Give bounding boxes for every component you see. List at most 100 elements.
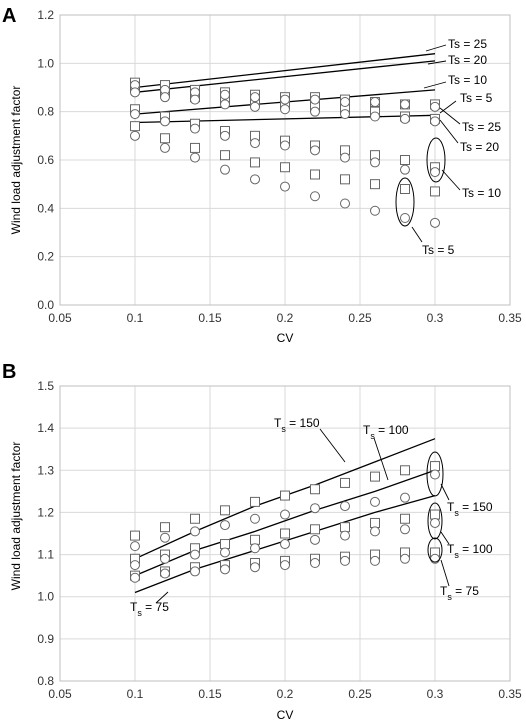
panel-b-square-ts-150 (280, 490, 290, 501)
leader-line (440, 483, 450, 501)
panel-a-y-tick: 1.2 (37, 8, 54, 22)
panel-b-circle-ts-75 (340, 555, 350, 566)
panel-a-circle-ts-10 (400, 164, 410, 175)
panel-a-circle-ts-10 (310, 145, 320, 156)
annotation-label: Ts = 75 (130, 600, 169, 618)
panel-a-square-ts-5 (130, 121, 140, 132)
panel-b-circle-ts-100 (370, 526, 380, 537)
panel-a-circle-ts-20 (280, 104, 290, 115)
panel-a-circle-ts-5 (370, 205, 380, 216)
panel-b-square-ts-150 (340, 477, 350, 488)
panel-a-circle-ts-10 (160, 116, 170, 127)
annotation-label: Ts = 5 (422, 243, 455, 257)
panel-b-circle-ts-75 (400, 553, 410, 564)
panel-a-circle-ts-20 (370, 111, 380, 122)
panel-a-circle-ts-25 (250, 92, 260, 103)
panel-b-square-ts-150 (250, 496, 260, 507)
panel-b-circle-ts-75 (310, 558, 320, 568)
panel-b-y-tick: 1.3 (37, 463, 54, 477)
panel-b-square-ts-100 (370, 517, 380, 528)
panel-b-square-ts-100 (250, 534, 260, 545)
panel-b-square-ts-150 (220, 505, 230, 516)
panel-a-circle-ts-10 (340, 152, 350, 163)
subscript-s: s (454, 550, 459, 560)
panel-a-circle-ts-20 (160, 92, 170, 103)
annotation-value: 100 (389, 423, 409, 437)
annotation-label: Ts = 25 (462, 120, 501, 134)
panel-b-circle-ts-100 (400, 524, 410, 535)
panel-b-circle-ts-100 (310, 534, 320, 545)
panel-a-circle-ts-20 (430, 116, 440, 127)
panel-a-circle-ts-5 (250, 174, 260, 185)
panel-b-circle-ts-100 (280, 539, 290, 550)
annotation-label: Ts = 150 (274, 416, 320, 434)
panel-a-circle-ts-5 (400, 213, 410, 223)
panel-b-square-ts-100 (220, 539, 230, 550)
leader-line (441, 169, 461, 191)
panel-a-y-tick: 0.2 (37, 250, 54, 264)
annotation-label: Ts = 10 (448, 73, 487, 87)
annotation-label: Ts = 20 (448, 53, 487, 67)
panel-b-circle-ts-100 (130, 560, 140, 571)
panel-a-square-ts-5 (400, 184, 410, 194)
panel-a-x-tick: 0.15 (198, 311, 222, 325)
panel-b-circle-ts-150 (370, 496, 380, 507)
panel-b-line-ts-100 (134, 469, 436, 577)
subscript-s: s (454, 508, 459, 518)
leader-line (440, 531, 450, 545)
panel-b-x-tick: 0.1 (127, 687, 144, 701)
panel-a-circle-ts-20 (250, 101, 260, 112)
annotation-value: 150 (300, 416, 320, 430)
panel-a-x-tick: 0.2 (277, 311, 294, 325)
subscript-s: s (447, 592, 452, 602)
panel-a-x-tick: 0.05 (48, 311, 72, 325)
panel-a-circle-ts-5 (190, 152, 200, 163)
panel-a-square-ts-5 (220, 150, 230, 161)
panel-a-circle-ts-25 (400, 99, 410, 110)
leader-line (425, 44, 447, 52)
panel-b-circle-ts-100 (340, 530, 350, 541)
panel-a-circle-ts-20 (190, 94, 200, 105)
panel-a-circle-ts-5 (160, 142, 170, 153)
panel-a-circle-ts-5 (310, 191, 320, 202)
panel-a-circle-ts-10 (430, 167, 440, 178)
subscript-s: s (281, 424, 286, 434)
panel-b-circle-ts-150 (220, 520, 230, 531)
panel-a-square-ts-10 (400, 155, 410, 165)
panel-b-circle-ts-150 (310, 503, 320, 514)
panel-a-x-tick: 0.25 (348, 311, 372, 325)
panel-a-square-ts-5 (250, 157, 260, 168)
panel-b-circle-ts-100 (160, 553, 170, 564)
leader-line (439, 119, 459, 144)
panel-a-y-tick: 0.6 (37, 153, 54, 167)
panel-b-plot-frame (59, 385, 511, 682)
panel-b-y-tick: 1.5 (37, 379, 54, 393)
panel-a-y-tick: 0.4 (37, 201, 54, 215)
panel-a-ylabel: Wind load adjustment factor (9, 86, 23, 235)
panel-a-square-ts-5 (310, 169, 320, 180)
leader-line (439, 100, 457, 114)
panel-b-x-tick: 0.15 (198, 687, 222, 701)
panel-b-x-tick: 0.2 (277, 687, 294, 701)
annotation-value: 150 (473, 500, 493, 514)
panel-b-annotations: Ts = 150 Ts = 100 Ts = 75 Ts = 150 Ts = … (130, 416, 493, 618)
panel-a-circle-ts-5 (130, 130, 140, 141)
panel-a-circle-ts-20 (130, 87, 140, 98)
group-ellipse (426, 451, 444, 497)
panel-a-y-tick: 1.0 (37, 56, 54, 70)
group-ellipse (427, 537, 443, 563)
panel-b-x-tick: 0.35 (498, 687, 522, 701)
panel-a-circle-ts-20 (340, 109, 350, 120)
panel-b-circle-ts-75 (130, 572, 140, 583)
panel-b-square-ts-100 (280, 528, 290, 539)
panel-a-y-tick: 0.0 (37, 298, 54, 312)
panel-a-circle-ts-10 (220, 130, 230, 141)
panel-b-square-ts-100 (310, 524, 320, 535)
panel-a-circle-ts-5 (220, 164, 230, 175)
panel-b-y-tick: 1.4 (37, 421, 54, 435)
panel-b-circle-ts-100 (250, 543, 260, 554)
panel-a-circle-ts-10 (130, 109, 140, 120)
panel-a-circle-ts-5 (340, 198, 350, 209)
panel-b-circle-ts-150 (250, 513, 260, 524)
panel-b-circle-ts-150 (430, 469, 440, 480)
